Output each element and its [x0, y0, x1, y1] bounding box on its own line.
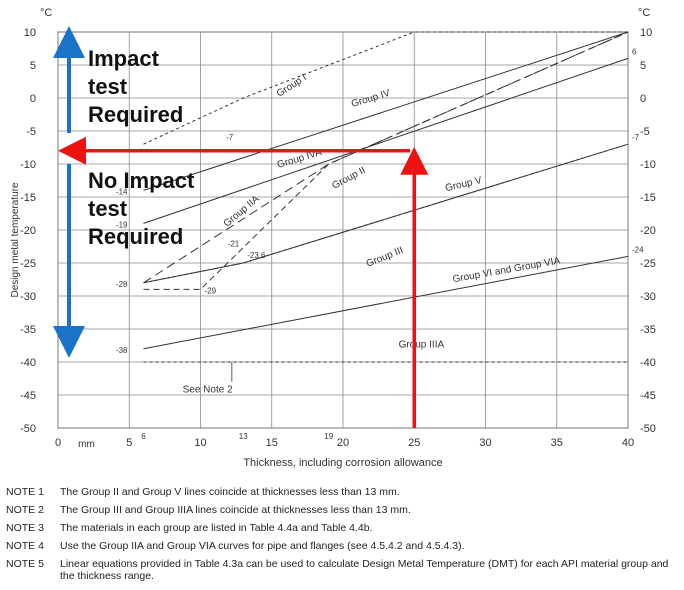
y-tick-label-right: -35: [640, 324, 656, 336]
note-label: NOTE 4: [6, 540, 44, 552]
note-4: NOTE 4 Use the Group IIA and Group VIA c…: [6, 540, 678, 552]
note-text: Use the Group IIA and Group VIA curves f…: [60, 540, 465, 552]
point-value-label: -28: [116, 280, 128, 289]
y-tick-label-left: -15: [20, 192, 36, 204]
point-value-label: -19: [116, 220, 128, 229]
series-label: Group IIIA: [399, 339, 445, 350]
point-value-label: 6: [632, 47, 637, 56]
see-note-label: See Note 2: [183, 384, 233, 395]
y-tick-label-left: -5: [26, 126, 36, 138]
y-tick-label-right: -20: [640, 225, 656, 237]
note-label: NOTE 2: [6, 504, 44, 516]
impact-text-line: Impact: [88, 46, 160, 71]
y-tick-label-right: 5: [640, 60, 646, 72]
y-tick-label-right: -30: [640, 291, 656, 303]
no-impact-text-line: test: [88, 196, 128, 221]
point-value-label: -24: [632, 245, 644, 254]
x-tick-label: 5: [126, 437, 132, 449]
point-value-label: -38: [116, 346, 128, 355]
x-tick-label: 30: [479, 437, 491, 449]
note-3: NOTE 3 The materials in each group are l…: [6, 522, 678, 534]
series-line-group-i: [143, 31, 628, 145]
note-1: NOTE 1 The Group II and Group V lines co…: [6, 486, 678, 498]
impact-text-line: Required: [88, 102, 183, 127]
point-value-label: -29: [205, 286, 217, 295]
y-tick-label-right: -10: [640, 159, 656, 171]
point-value-label: -23.6: [247, 251, 266, 260]
y-tick-label-left: 10: [24, 27, 36, 39]
x-minor-tick-label: 13: [239, 432, 248, 441]
y-tick-label-left: -20: [20, 225, 36, 237]
overlay-group: Impact test Required No Impact test Required: [53, 26, 429, 428]
note-label: NOTE 1: [6, 486, 44, 498]
temperature-thickness-chart: 10 10 5 5 0 0 -5 -5 -10 -10 -15 -15 -20 -20 -25 -25 -30 -…: [10, 7, 656, 469]
y-tick-label-left: -10: [20, 159, 36, 171]
series-line-group-vi-and-group-via: [143, 255, 629, 350]
y-tick-label-right: -40: [640, 357, 656, 369]
note-text: The Group III and Group IIIA lines coinc…: [60, 504, 411, 516]
note-text: Linear equations provided in Table 4.3a …: [60, 558, 669, 582]
series-line-group-v: [143, 143, 629, 284]
y-tick-label-left: -50: [20, 423, 36, 435]
x-tick-label: 40: [622, 437, 634, 449]
y-tick-label-right: -45: [640, 390, 656, 402]
x-minor-tick-label: 6: [141, 432, 146, 441]
no-impact-text-line: No Impact: [88, 168, 195, 193]
point-value-label: -14: [116, 187, 128, 196]
point-value-label: -21: [228, 240, 240, 249]
x-tick-label: 35: [551, 437, 563, 449]
note-label: NOTE 3: [6, 522, 44, 534]
y-tick-label-right: -25: [640, 258, 656, 270]
no-impact-text-line: Required: [88, 224, 183, 249]
notes: NOTE 1 The Group II and Group V lines co…: [6, 486, 678, 588]
note-5: NOTE 5 Linear equations provided in Tabl…: [6, 558, 678, 582]
y-tick-label-left: -45: [20, 390, 36, 402]
y-tick-label-right: -50: [640, 423, 656, 435]
series-group: [143, 31, 629, 363]
x-unit: mm: [78, 439, 95, 450]
note-text: The Group II and Group V lines coincide …: [60, 486, 400, 498]
y-tick-label-right: 10: [640, 27, 652, 39]
y-tick-label-right: -5: [640, 126, 650, 138]
note-2: NOTE 2 The Group III and Group IIIA line…: [6, 504, 678, 516]
y-tick-label-right: -15: [640, 192, 656, 204]
y-tick-label-left: -35: [20, 324, 36, 336]
unit-left: °C: [40, 7, 52, 19]
point-value-label: -7: [632, 133, 640, 142]
y-tick-label-left: -25: [20, 258, 36, 270]
series-line-group-iva: [143, 57, 629, 224]
point-value-label: -7: [226, 133, 234, 142]
y-tick-label-left: 5: [30, 60, 36, 72]
x-tick-label: 20: [337, 437, 349, 449]
x-tick-label: 0: [55, 437, 61, 449]
unit-right: °C: [638, 7, 650, 19]
impact-text-line: test: [88, 74, 128, 99]
x-tick-label: 15: [266, 437, 278, 449]
y-tick-label-left: 0: [30, 93, 36, 105]
y-tick-label-right: 0: [640, 93, 646, 105]
x-minor-tick-label: 19: [324, 432, 333, 441]
y-axis-label: Design metal temperature: [10, 182, 21, 297]
x-tick-label: 10: [194, 437, 206, 449]
y-tick-label-left: -40: [20, 357, 36, 369]
series-line-group-iv: [143, 31, 629, 191]
y-tick-label-left: -30: [20, 291, 36, 303]
x-tick-label: 25: [408, 437, 420, 449]
x-axis-label: Thickness, including corrosion allowance: [243, 457, 442, 469]
note-label: NOTE 5: [6, 558, 44, 570]
note-text: The materials in each group are listed i…: [60, 522, 373, 534]
